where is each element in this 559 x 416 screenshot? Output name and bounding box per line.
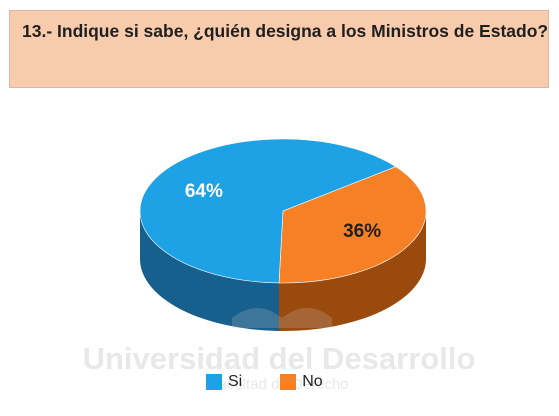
- watermark-subtitle: Facultad de Derecho: [209, 376, 348, 393]
- legend-item-si: Si: [206, 373, 242, 391]
- data-label-si: 64%: [185, 181, 223, 202]
- pie-slice-no: [278, 166, 427, 284]
- chart-legend: Si No: [206, 373, 361, 391]
- question-header: [9, 10, 549, 88]
- pie-side-no: [279, 211, 426, 331]
- pie-slice-si: [139, 138, 397, 284]
- watermark-title: Universidad del Desarrollo: [83, 341, 476, 376]
- watermark: Universidad del Desarrollo Facultad de D…: [83, 308, 476, 393]
- question-text: 13.- Indique si sabe, ¿quién designa a l…: [22, 21, 549, 41]
- pie-side-si: [140, 211, 280, 331]
- legend-label-no: No: [302, 373, 323, 390]
- pie-sides: [140, 211, 426, 331]
- data-label-no: 36%: [343, 221, 381, 242]
- data-labels: 36% 64%: [185, 181, 381, 242]
- watermark-logo: [232, 308, 332, 328]
- pie-slices: [139, 138, 427, 284]
- legend-item-no: No: [280, 373, 323, 391]
- legend-swatch-si: [206, 374, 222, 390]
- legend-label-si: Si: [228, 373, 243, 390]
- legend-swatch-no: [280, 374, 297, 390]
